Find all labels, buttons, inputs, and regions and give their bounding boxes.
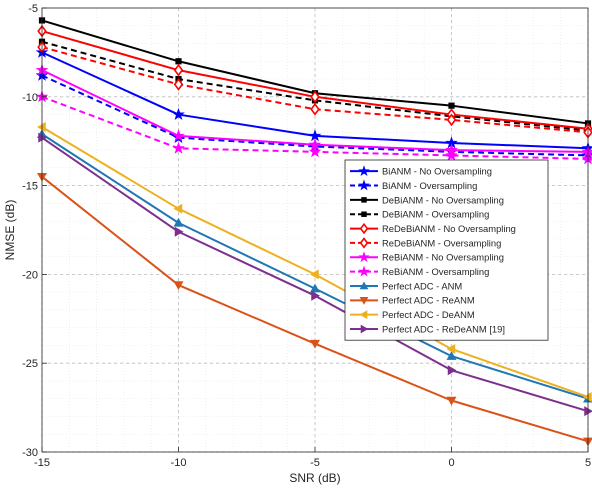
marker-triangle-left bbox=[583, 391, 592, 402]
marker-star bbox=[358, 265, 370, 277]
marker-diamond bbox=[173, 63, 184, 77]
legend-entry: ReDeBiANM - No Oversampling bbox=[350, 222, 516, 235]
legend-entry: BiANM - No Oversampling bbox=[350, 165, 492, 177]
legend-label: ReDeBiANM - No Oversampling bbox=[382, 223, 516, 234]
marker-diamond bbox=[359, 237, 369, 249]
x-tick-label: -10 bbox=[171, 457, 187, 469]
marker-triangle-left bbox=[359, 310, 368, 320]
legend-entry: Perfect ADC - ReDeANM [19] bbox=[350, 323, 505, 334]
marker-triangle-right bbox=[360, 324, 369, 334]
legend-label: Perfect ADC - ANM bbox=[382, 280, 462, 291]
marker-diamond bbox=[310, 90, 320, 104]
marker-triangle-right bbox=[447, 365, 457, 376]
marker-star bbox=[308, 145, 322, 158]
marker-star bbox=[172, 107, 185, 120]
marker-star bbox=[172, 141, 185, 154]
legend-entry: DeBiANM - Oversampling bbox=[350, 209, 489, 220]
marker-star bbox=[172, 129, 185, 142]
legend-entry: ReBiANM - Oversampling bbox=[350, 265, 489, 277]
legend-label: ReBiANM - Oversampling bbox=[382, 266, 489, 277]
marker-triangle-down bbox=[173, 281, 184, 291]
marker-diamond bbox=[310, 102, 320, 116]
marker-diamond bbox=[446, 113, 457, 127]
y-tick-label: -30 bbox=[22, 447, 38, 459]
legend-box bbox=[344, 159, 549, 341]
marker-triangle-up bbox=[310, 283, 320, 293]
marker-triangle-left bbox=[310, 269, 319, 280]
marker-diamond bbox=[359, 222, 369, 235]
legend-label: BiANM - No Oversampling bbox=[382, 166, 492, 177]
marker-triangle-left bbox=[173, 203, 183, 214]
legend-label: DeBiANM - Oversampling bbox=[382, 209, 489, 220]
marker-square bbox=[175, 58, 182, 65]
legend-label: ReDeBiANM - Oversampling bbox=[382, 237, 501, 248]
series-line bbox=[41, 40, 589, 132]
marker-triangle-down bbox=[359, 297, 369, 305]
marker-triangle-down bbox=[310, 339, 320, 349]
legend-entry: ReDeBiANM - Oversampling bbox=[350, 237, 501, 249]
legend-entry: DeBiANM - No Oversampling bbox=[350, 194, 504, 205]
marker-triangle-right bbox=[311, 290, 320, 301]
marker-square bbox=[448, 102, 455, 109]
marker-star bbox=[358, 251, 370, 263]
legend-entry: Perfect ADC - ANM bbox=[350, 280, 462, 291]
y-tick-label: -20 bbox=[22, 269, 38, 281]
legend-entry: Perfect ADC - DeANM bbox=[350, 309, 475, 320]
marker-diamond bbox=[173, 78, 184, 91]
y-tick-label: -25 bbox=[22, 358, 38, 370]
marker-triangle-left bbox=[446, 343, 456, 354]
marker-triangle-right bbox=[174, 226, 184, 237]
axis-ticks: -15 -10 -5 0 5 -5 -10 -15 -20 -25 -30 bbox=[22, 3, 591, 469]
series-10 bbox=[37, 172, 592, 447]
legend-label: Perfect ADC - DeANM bbox=[382, 309, 475, 320]
x-tick-label: 5 bbox=[585, 457, 591, 469]
marker-triangle-up bbox=[446, 351, 457, 360]
marker-triangle-left bbox=[37, 121, 46, 132]
marker-star bbox=[445, 148, 458, 161]
legend: BiANM - No Oversampling BiANM - Oversampl… bbox=[344, 159, 549, 341]
x-tick-label: -15 bbox=[34, 457, 50, 469]
x-axis-label: SNR (dB) bbox=[289, 471, 340, 485]
marker-triangle-down bbox=[583, 437, 592, 447]
marker-triangle-up bbox=[173, 217, 184, 227]
y-tick-label: -15 bbox=[22, 181, 38, 193]
x-tick-label: 0 bbox=[448, 457, 454, 469]
series-12 bbox=[38, 132, 592, 417]
y-tick-label: -10 bbox=[22, 92, 38, 104]
legend-label: Perfect ADC - ReANM bbox=[382, 295, 475, 306]
legend-label: ReBiANM - No Oversampling bbox=[382, 252, 504, 263]
x-tick-label: -5 bbox=[310, 457, 320, 469]
legend-label: Perfect ADC - ReDeANM [19] bbox=[382, 323, 505, 334]
legend-label: BiANM - Oversampling bbox=[382, 180, 477, 191]
legend-label: DeBiANM - No Oversampling bbox=[382, 194, 504, 205]
marker-square bbox=[361, 211, 367, 217]
legend-entry: BiANM - Oversampling bbox=[350, 179, 477, 191]
marker-square bbox=[361, 197, 367, 203]
marker-triangle-right bbox=[38, 132, 47, 143]
series-11 bbox=[37, 121, 592, 402]
marker-triangle-up bbox=[359, 281, 369, 290]
legend-entry: Perfect ADC - ReANM bbox=[350, 295, 475, 306]
legend-entry: ReBiANM - No Oversampling bbox=[350, 251, 504, 263]
y-tick-label: -5 bbox=[28, 3, 38, 15]
marker-triangle-down bbox=[446, 396, 457, 406]
y-axis-label: NMSE (dB) bbox=[3, 200, 17, 261]
marker-star bbox=[358, 179, 370, 191]
marker-star bbox=[358, 165, 370, 177]
